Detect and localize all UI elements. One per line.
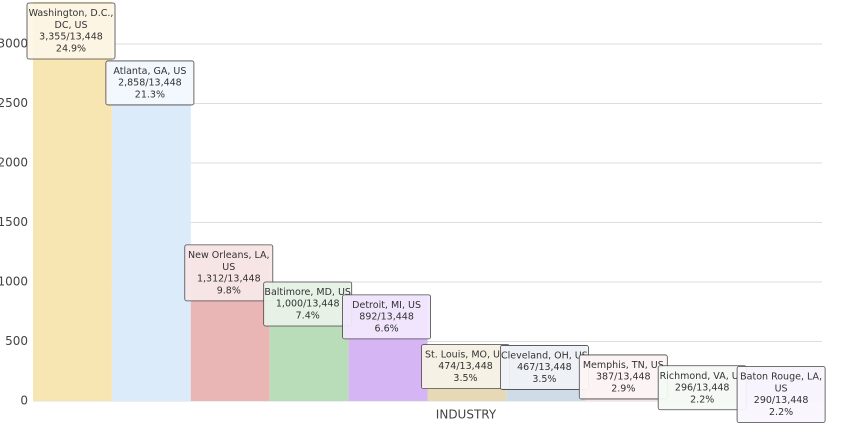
x-axis-label: INDUSTRY	[436, 408, 497, 422]
label-share: 7.4%	[296, 311, 320, 322]
label-tint	[185, 245, 273, 301]
y-tick-label: 1500	[0, 215, 28, 229]
label-name-line: Cleveland, OH, US	[501, 350, 588, 361]
label-tint	[737, 366, 825, 422]
label-share: 2.2%	[769, 407, 793, 418]
label-share: 2.2%	[690, 394, 714, 405]
label-name: Detroit, MI, US	[352, 299, 421, 310]
label-tint	[264, 282, 352, 326]
label-name: Richmond, VA, US	[660, 370, 745, 381]
label-share: 6.6%	[375, 323, 399, 334]
label-name-line: Detroit, MI, US	[352, 299, 421, 310]
label-name-line: US	[222, 261, 235, 272]
label-name-line: Memphis, TN, US	[583, 359, 664, 370]
label-tint	[658, 366, 746, 410]
label-value: 296/13,448	[675, 382, 730, 393]
label-name-line: New Orleans, LA,	[188, 249, 269, 260]
label-name: Baton Rouge, LA, US	[740, 371, 822, 394]
label-name-line: St. Louis, MO, US	[425, 349, 506, 360]
label-tint	[27, 3, 115, 59]
label-value: 892/13,448	[359, 311, 414, 322]
label-name: Cleveland, OH, US	[501, 350, 588, 361]
label-name-line: Baltimore, MD, US	[264, 287, 351, 298]
label-share: 3.5%	[532, 374, 556, 385]
label-share: 2.9%	[611, 383, 635, 394]
y-tick-label: 3000	[0, 37, 28, 51]
label-value: 1,000/13,448	[276, 299, 340, 310]
label-tint	[422, 345, 509, 389]
label-value: 3,355/13,448	[39, 32, 103, 43]
label-tint	[343, 295, 431, 339]
label-tint	[106, 61, 194, 105]
label-name: Atlanta, GA, US	[113, 65, 186, 76]
label-name: St. Louis, MO, US	[425, 349, 506, 360]
bar	[33, 1, 112, 401]
label-box	[736, 366, 826, 423]
bar	[111, 60, 191, 402]
label-name-line: DC, US	[55, 20, 88, 31]
label-value: 290/13,448	[754, 395, 809, 406]
y-tick-label: 500	[5, 334, 28, 348]
label-share: 21.3%	[135, 89, 165, 100]
label-name-line: Richmond, VA, US	[660, 370, 745, 381]
label-name: Washington, D.C., DC, US	[29, 8, 114, 31]
label-name-line: Washington, D.C.,	[29, 8, 114, 19]
y-tick-label: 1000	[0, 275, 28, 289]
label-box	[342, 294, 432, 340]
label-tint	[579, 355, 667, 399]
label-box	[105, 60, 195, 106]
label-name: Memphis, TN, US	[583, 359, 664, 370]
label-value: 1,312/13,448	[197, 273, 261, 284]
label-box	[26, 2, 116, 60]
label-name-line: Baton Rouge, LA,	[740, 371, 822, 382]
label-value: 2,858/13,448	[118, 77, 182, 88]
label-box	[184, 244, 274, 302]
label-share: 9.8%	[217, 285, 241, 296]
label-value: 387/13,448	[596, 371, 651, 382]
label-value: 474/13,448	[438, 361, 493, 372]
label-share: 24.9%	[56, 44, 86, 55]
y-tick-label: 2500	[0, 96, 28, 110]
label-name-line: US	[775, 383, 788, 394]
label-name: Baltimore, MD, US	[264, 287, 351, 298]
y-tick-label: 2000	[0, 156, 28, 170]
label-name: New Orleans, LA, US	[188, 249, 269, 272]
label-share: 3.5%	[453, 373, 477, 384]
label-tint	[500, 345, 588, 389]
label-name-line: Atlanta, GA, US	[113, 65, 186, 76]
y-tick-label: 0	[20, 394, 28, 408]
label-value: 467/13,448	[517, 362, 572, 373]
